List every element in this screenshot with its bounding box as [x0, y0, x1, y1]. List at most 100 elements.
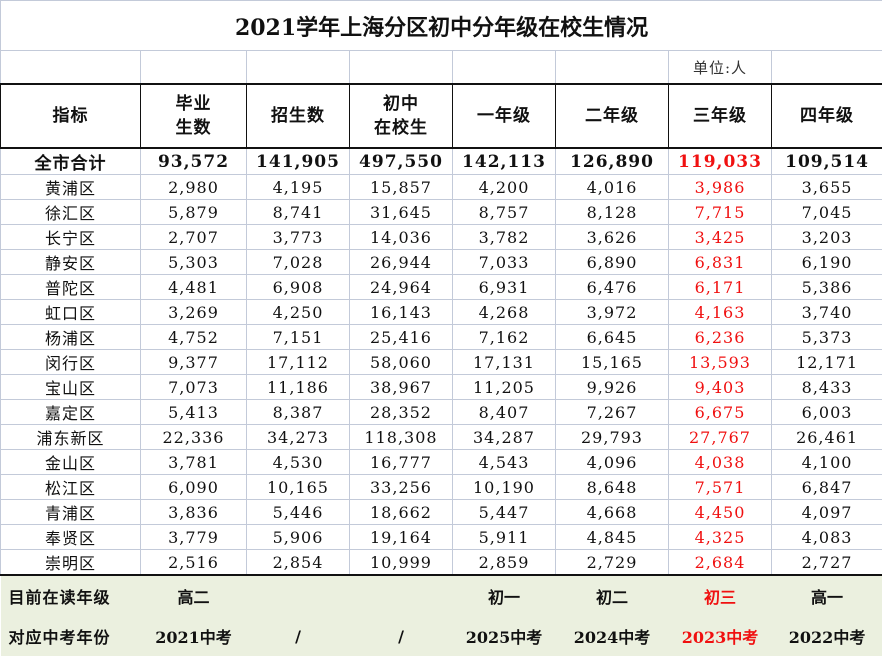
district-value[interactable]: 2,729 [555, 549, 669, 576]
cell[interactable] [349, 50, 453, 85]
cell[interactable] [0, 50, 141, 85]
total-value[interactable]: 93,572 [140, 147, 247, 175]
district-value[interactable]: 3,655 [770, 174, 882, 200]
district-name[interactable]: 黄浦区 [0, 174, 141, 200]
district-value[interactable]: 4,668 [555, 499, 669, 525]
district-name[interactable]: 嘉定区 [0, 399, 141, 425]
footer-value[interactable]: / [246, 616, 350, 656]
district-name[interactable]: 普陀区 [0, 274, 141, 300]
district-value[interactable]: 34,287 [452, 424, 556, 450]
district-value[interactable]: 10,999 [349, 549, 453, 576]
district-name[interactable]: 闵行区 [0, 349, 141, 375]
district-value[interactable]: 58,060 [349, 349, 453, 375]
district-value[interactable]: 34,273 [246, 424, 350, 450]
district-value[interactable]: 18,662 [349, 499, 453, 525]
column-header[interactable]: 毕业 生数 [140, 83, 247, 149]
district-name[interactable]: 松江区 [0, 474, 141, 500]
district-value[interactable]: 2,516 [140, 549, 247, 576]
district-value[interactable]: 6,831 [668, 249, 772, 275]
district-value[interactable]: 8,741 [246, 199, 350, 225]
district-name[interactable]: 崇明区 [0, 549, 141, 576]
district-value[interactable]: 4,200 [452, 174, 556, 200]
district-value[interactable]: 8,757 [452, 199, 556, 225]
cell[interactable] [140, 50, 247, 85]
district-value[interactable]: 16,777 [349, 449, 453, 475]
district-value[interactable]: 3,425 [668, 224, 772, 250]
district-value[interactable]: 29,793 [555, 424, 669, 450]
district-value[interactable]: 16,143 [349, 299, 453, 325]
district-value[interactable]: 3,203 [770, 224, 882, 250]
cell[interactable] [246, 50, 350, 85]
district-value[interactable]: 4,481 [140, 274, 247, 300]
footer-value[interactable]: 2021中考 [140, 616, 247, 656]
footer-value[interactable]: 2023中考 [668, 616, 772, 656]
district-value[interactable]: 9,403 [668, 374, 772, 400]
district-value[interactable]: 6,190 [770, 249, 882, 275]
district-value[interactable]: 4,195 [246, 174, 350, 200]
unit-label[interactable]: 单位:人 [668, 50, 772, 85]
footer-value[interactable]: / [349, 616, 453, 656]
district-value[interactable]: 2,684 [668, 549, 772, 576]
district-value[interactable]: 7,028 [246, 249, 350, 275]
district-value[interactable]: 12,171 [770, 349, 882, 375]
footer-value[interactable]: 初二 [555, 575, 669, 616]
district-value[interactable]: 4,100 [770, 449, 882, 475]
district-value[interactable]: 38,967 [349, 374, 453, 400]
column-header[interactable]: 初中 在校生 [349, 83, 453, 149]
district-value[interactable]: 26,461 [770, 424, 882, 450]
footer-value[interactable]: 2025中考 [452, 616, 556, 656]
district-value[interactable]: 2,859 [452, 549, 556, 576]
district-value[interactable]: 3,986 [668, 174, 772, 200]
district-value[interactable]: 6,476 [555, 274, 669, 300]
footer-value[interactable]: 2024中考 [555, 616, 669, 656]
district-value[interactable]: 6,931 [452, 274, 556, 300]
total-value[interactable]: 119,033 [668, 147, 772, 175]
district-value[interactable]: 6,675 [668, 399, 772, 425]
district-value[interactable]: 2,854 [246, 549, 350, 576]
district-value[interactable]: 3,269 [140, 299, 247, 325]
district-value[interactable]: 10,165 [246, 474, 350, 500]
column-header[interactable]: 四年级 [770, 83, 882, 149]
district-value[interactable]: 6,890 [555, 249, 669, 275]
footer-value[interactable]: 2022中考 [771, 616, 882, 656]
district-value[interactable]: 3,836 [140, 499, 247, 525]
district-value[interactable]: 4,268 [452, 299, 556, 325]
district-name[interactable]: 静安区 [0, 249, 141, 275]
district-value[interactable]: 8,648 [555, 474, 669, 500]
district-value[interactable]: 27,767 [668, 424, 772, 450]
cell[interactable] [770, 50, 882, 85]
district-name[interactable]: 浦东新区 [0, 424, 141, 450]
district-value[interactable]: 33,256 [349, 474, 453, 500]
footer-label[interactable]: 目前在读年级 [0, 575, 141, 616]
district-value[interactable]: 6,003 [770, 399, 882, 425]
district-value[interactable]: 4,543 [452, 449, 556, 475]
district-value[interactable]: 4,163 [668, 299, 772, 325]
district-name[interactable]: 奉贤区 [0, 524, 141, 550]
district-value[interactable]: 7,045 [770, 199, 882, 225]
footer-value[interactable]: 初三 [668, 575, 772, 616]
district-value[interactable]: 5,386 [770, 274, 882, 300]
column-header[interactable]: 指标 [0, 83, 141, 149]
district-value[interactable]: 7,571 [668, 474, 772, 500]
district-name[interactable]: 杨浦区 [0, 324, 141, 350]
district-value[interactable]: 19,164 [349, 524, 453, 550]
district-value[interactable]: 25,416 [349, 324, 453, 350]
district-value[interactable]: 13,593 [668, 349, 772, 375]
district-value[interactable]: 6,645 [555, 324, 669, 350]
total-value[interactable]: 126,890 [555, 147, 669, 175]
district-value[interactable]: 7,151 [246, 324, 350, 350]
district-value[interactable]: 8,407 [452, 399, 556, 425]
district-value[interactable]: 6,847 [770, 474, 882, 500]
district-value[interactable]: 4,845 [555, 524, 669, 550]
total-value[interactable]: 497,550 [349, 147, 453, 175]
district-name[interactable]: 长宁区 [0, 224, 141, 250]
district-value[interactable]: 11,186 [246, 374, 350, 400]
district-value[interactable]: 5,447 [452, 499, 556, 525]
district-name[interactable]: 金山区 [0, 449, 141, 475]
total-value[interactable]: 109,514 [770, 147, 882, 175]
district-value[interactable]: 2,707 [140, 224, 247, 250]
district-value[interactable]: 6,908 [246, 274, 350, 300]
footer-value[interactable] [246, 575, 350, 616]
district-value[interactable]: 4,325 [668, 524, 772, 550]
district-value[interactable]: 4,752 [140, 324, 247, 350]
